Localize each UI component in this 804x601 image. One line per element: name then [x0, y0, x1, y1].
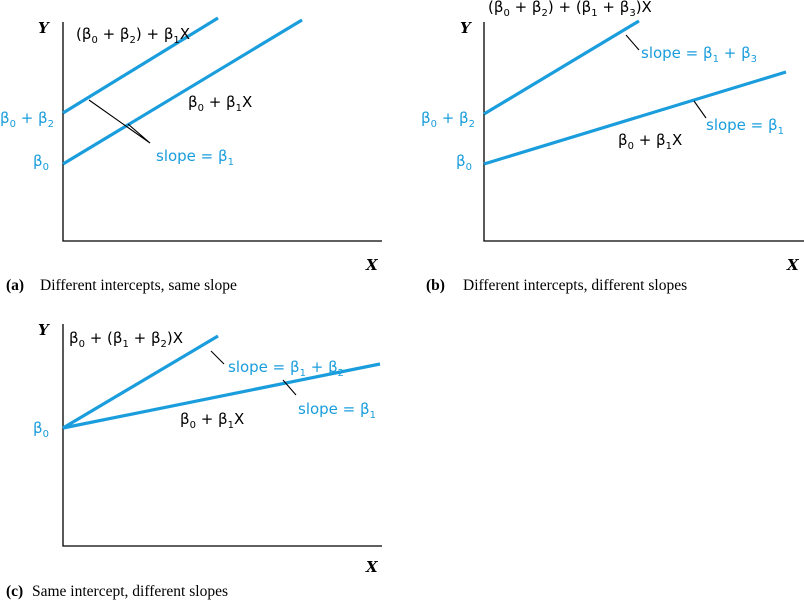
panel-c: Y X β0 + (β1 + β2)X β0 + β1X β0 slope = … [6, 321, 382, 600]
panel-b-caption: Different intercepts, different slopes [463, 277, 687, 294]
panel-b-lower-equation: β0 + β1X [618, 131, 682, 152]
panel-a-slope-label: slope = β1 [156, 147, 234, 168]
panel-b-intercept-lower: β0 [456, 152, 472, 173]
panel-b-caption-tag: (b) [426, 277, 445, 294]
panel-c-y-axis-label: Y [38, 321, 50, 339]
panel-a-intercept-lower: β0 [33, 152, 49, 173]
panel-c-upper-equation: β0 + (β1 + β2)X [69, 329, 183, 350]
panel-a-upper-equation: (β0 + β2) + β1X [76, 25, 190, 46]
panel-b-x-axis-label: X [786, 256, 800, 274]
panel-a-caption: Different intercepts, same slope [40, 277, 237, 294]
panel-a-x-axis-label: X [365, 256, 379, 274]
panel-a-lower-line [62, 18, 303, 166]
panel-c-axes [62, 324, 382, 547]
panel-c-upper-line [62, 334, 219, 430]
panel-c-caption: Same intercept, different slopes [32, 583, 228, 600]
panel-b-slope-upper: slope = β1 + β3 [641, 44, 757, 65]
panel-b-upper-line [483, 19, 640, 116]
panel-b-slope-lower: slope = β1 [706, 116, 784, 137]
panel-a-lower-equation: β0 + β1X [188, 93, 252, 114]
panel-b-slope-lower-leader [693, 100, 707, 119]
panel-c-slope-lower: slope = β1 [298, 400, 376, 421]
panel-c-slope-upper-leader [210, 350, 225, 365]
panel-c-slope-upper: slope = β1 + β2 [228, 358, 344, 379]
panel-a: Y X (β0 + β2) + β1X β0 + β1X β0 + β2 β0 … [0, 16, 382, 294]
panel-b-axes [483, 22, 804, 242]
panel-b-intercept-upper: β0 + β2 [421, 109, 475, 130]
panel-a-intercept-upper: β0 + β2 [0, 109, 54, 130]
panel-a-axes [62, 22, 382, 242]
panel-c-lower-equation: β0 + β1X [180, 410, 244, 431]
panel-a-caption-tag: (a) [6, 277, 24, 294]
panel-b-upper-equation: (β0 + β2) + (β1 + β3)X [488, 0, 652, 19]
panel-a-upper-line [62, 16, 219, 115]
panel-c-x-axis-label: X [365, 558, 379, 576]
panel-b-slope-upper-leader [625, 34, 640, 51]
panel-a-y-axis-label: Y [38, 19, 50, 37]
panel-c-lower-line [62, 362, 381, 430]
panel-a-slope-leader [88, 99, 151, 144]
panel-b: Y X (β0 + β2) + (β1 + β3)X β0 + β1X β0 +… [421, 0, 804, 294]
panel-c-intercept: β0 [33, 419, 49, 440]
panel-b-lower-line [483, 70, 787, 166]
panel-c-slope-lower-leader [282, 379, 297, 396]
panel-b-y-axis-label: Y [460, 19, 472, 37]
panel-c-caption-tag: (c) [6, 583, 23, 600]
